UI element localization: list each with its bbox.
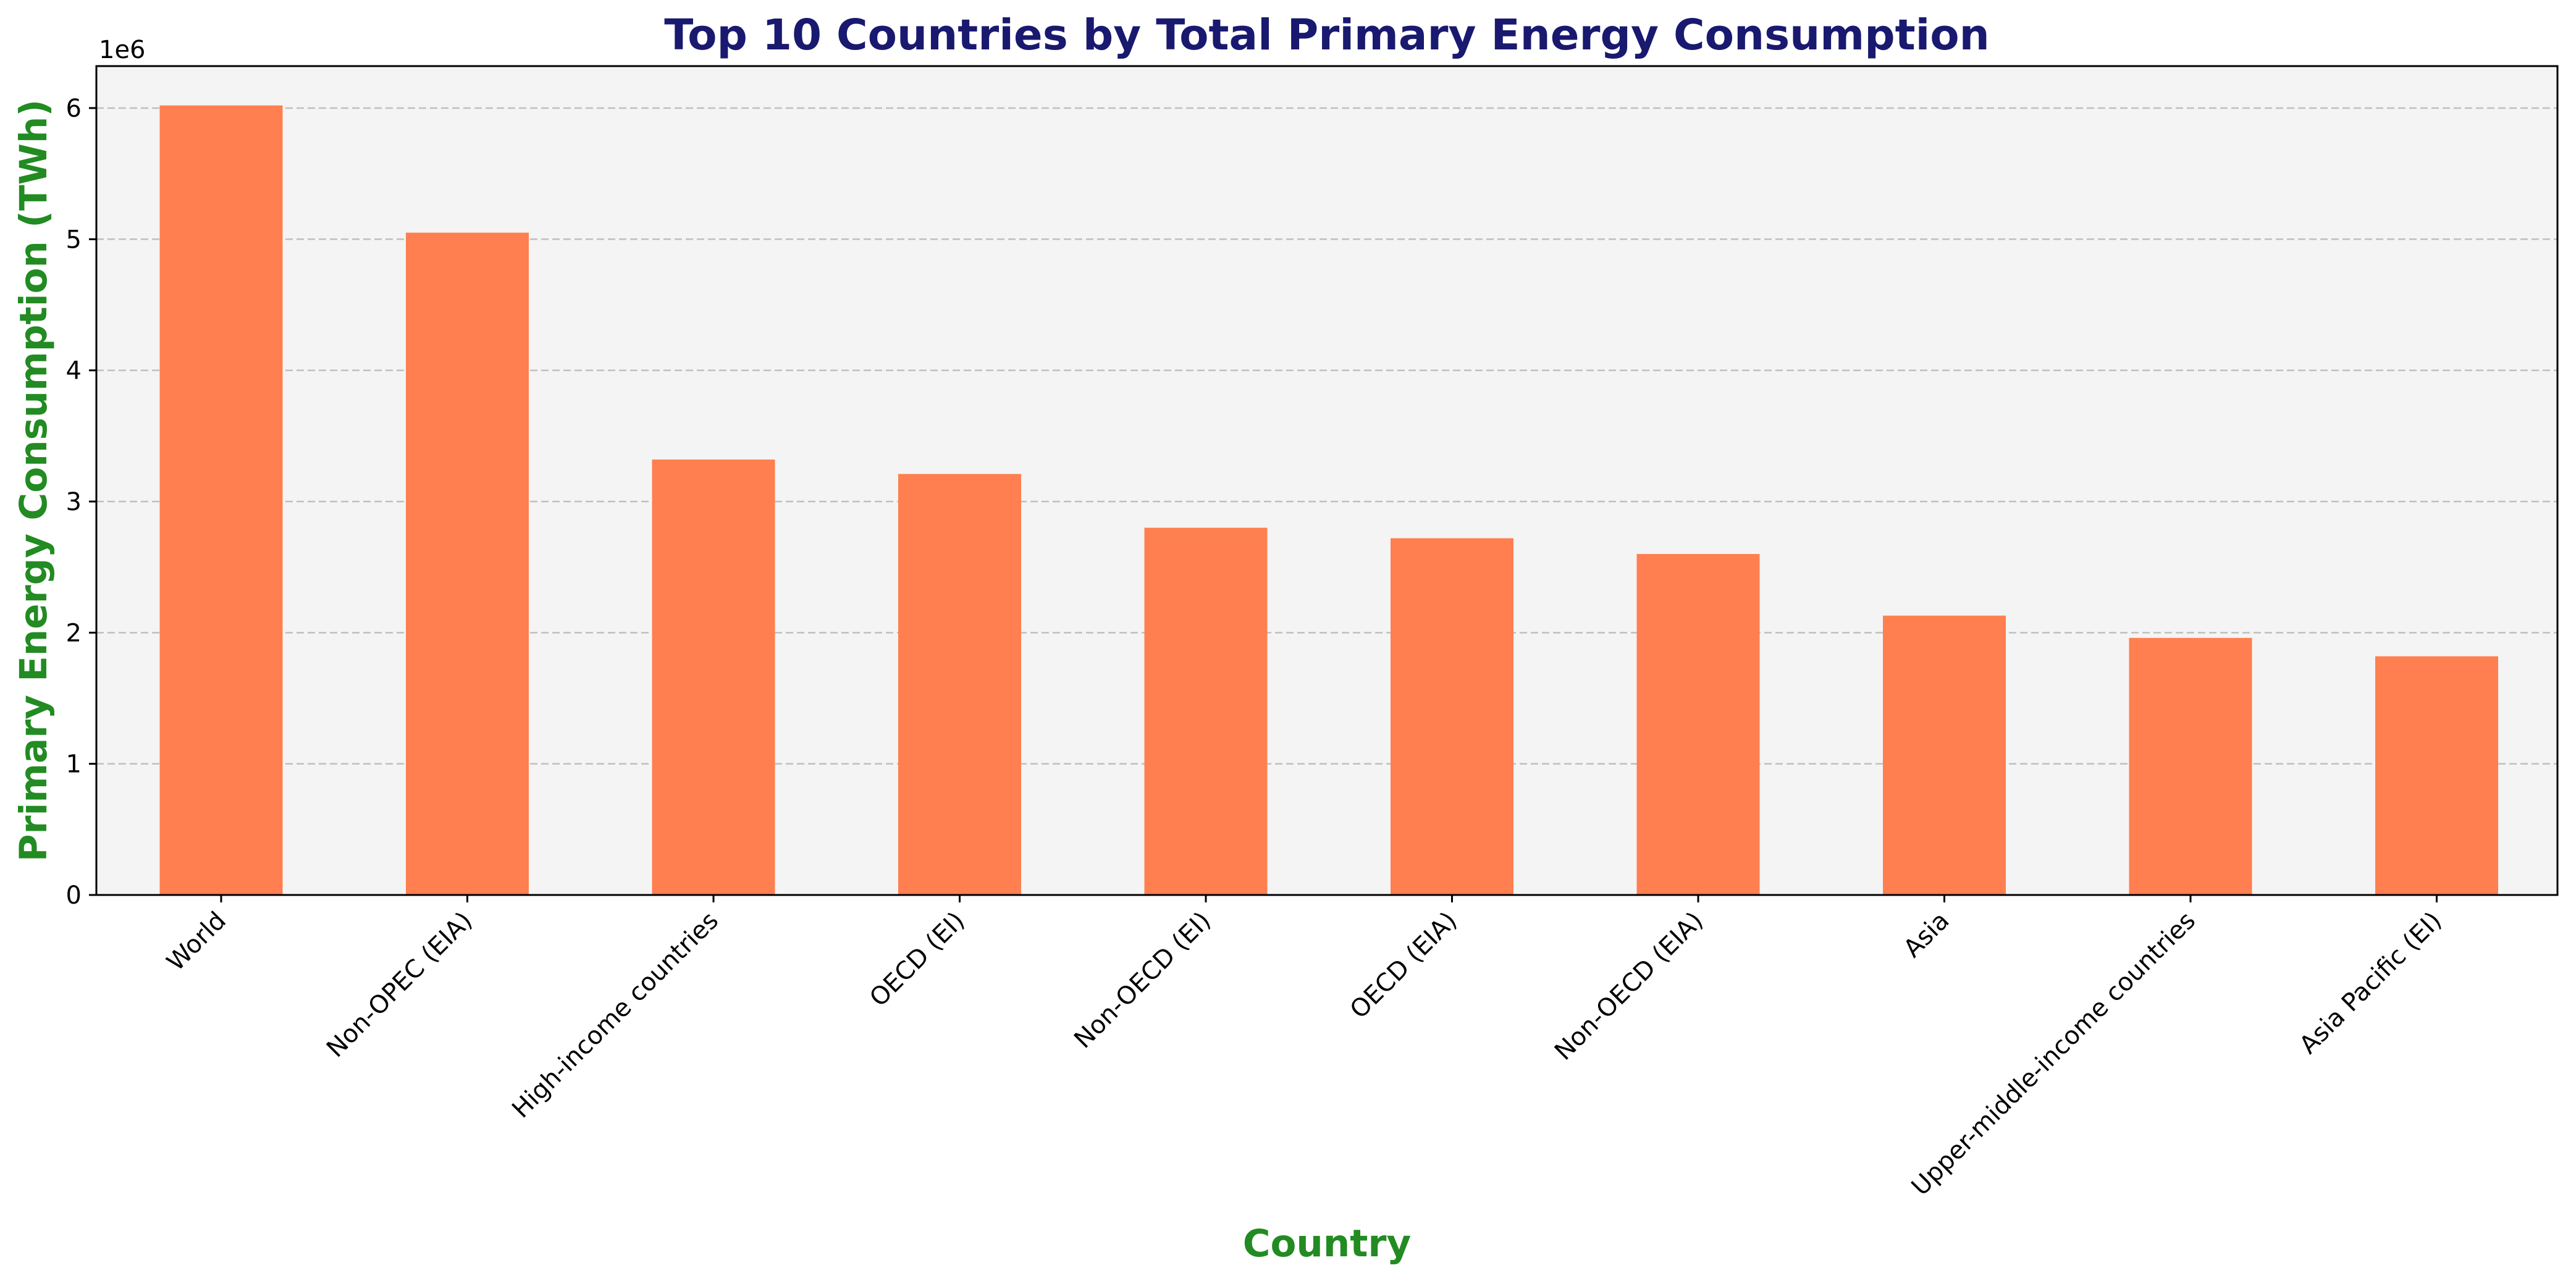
x-tick-label: Asia Pacific (EI) bbox=[2294, 907, 2448, 1060]
bar bbox=[1636, 553, 1760, 895]
x-tick-label: Non-OPEC (EIA) bbox=[321, 907, 478, 1063]
bar bbox=[1391, 538, 1513, 895]
x-tick-label: Upper-middle-income countries bbox=[1906, 907, 2201, 1201]
y-tick-label: 0 bbox=[66, 881, 82, 910]
x-tick-label: High-income countries bbox=[507, 907, 724, 1124]
bar bbox=[1144, 527, 1268, 895]
y-tick-label: 1 bbox=[66, 750, 82, 779]
bar bbox=[2129, 637, 2252, 895]
x-tick-label: Non-OECD (EI) bbox=[1069, 907, 1216, 1054]
y-ticks: 0 1 2 3 4 5 6 bbox=[66, 94, 96, 910]
y-tick-label: 2 bbox=[66, 619, 82, 647]
bar bbox=[652, 460, 775, 895]
y-tick-label: 4 bbox=[66, 357, 82, 385]
y-tick-label: 5 bbox=[66, 225, 82, 254]
x-tick-label: Non-OECD (EIA) bbox=[1549, 907, 1709, 1066]
y-tick-label: 3 bbox=[66, 488, 82, 516]
bar bbox=[898, 474, 1021, 895]
x-axis-label: Country bbox=[1243, 1222, 1412, 1266]
bar bbox=[406, 232, 529, 895]
bar bbox=[1883, 615, 2006, 895]
bars bbox=[159, 105, 2498, 896]
bar bbox=[159, 105, 283, 896]
chart-title: Top 10 Countries by Total Primary Energy… bbox=[664, 10, 1990, 60]
x-tick-label: OECD (EIA) bbox=[1345, 907, 1463, 1025]
x-tick-label: World bbox=[161, 907, 232, 977]
x-ticks: World Non-OPEC (EIA) High-income countries… bbox=[161, 895, 2448, 1201]
y-tick-label: 6 bbox=[66, 94, 82, 123]
plot-frame bbox=[95, 65, 2559, 896]
y-offset-label: 1e6 bbox=[99, 36, 146, 64]
x-tick-label: Asia bbox=[1898, 907, 1955, 964]
y-axis-label: Primary Energy Consumption (TWh) bbox=[12, 99, 56, 862]
x-tick-label: OECD (EI) bbox=[864, 907, 970, 1012]
bar bbox=[2375, 656, 2498, 895]
